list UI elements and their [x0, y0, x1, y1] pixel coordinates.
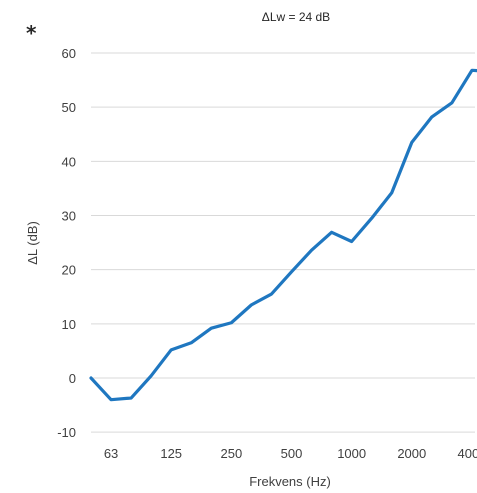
y-tick-label: 40 — [62, 154, 76, 169]
gridlines — [91, 52, 475, 433]
x-tick-label: 1000 — [337, 446, 366, 461]
x-axis-title: Frekvens (Hz) — [249, 474, 331, 489]
y-tick-label: -10 — [57, 425, 76, 440]
y-tick-label: 50 — [62, 100, 76, 115]
series-line — [89, 68, 477, 402]
y-tick-label: 60 — [62, 46, 76, 61]
y-axis-tick-labels: -10 0 10 20 30 40 50 60 — [57, 46, 76, 440]
x-tick-label: 2000 — [397, 446, 426, 461]
x-tick-label: 63 — [104, 446, 118, 461]
y-tick-label: 0 — [69, 371, 76, 386]
x-tick-label: 500 — [281, 446, 303, 461]
y-tick-label: 20 — [62, 263, 76, 278]
y-tick-label: 30 — [62, 209, 76, 224]
y-tick-label: 10 — [62, 317, 76, 332]
x-tick-label: 125 — [160, 446, 182, 461]
chart-title: ΔLw = 24 dB — [262, 10, 330, 24]
x-tick-label: 4000 — [457, 446, 477, 461]
asterisk-marker: * — [26, 21, 37, 45]
y-axis-title: ΔL (dB) — [25, 221, 40, 265]
x-tick-label: 250 — [220, 446, 242, 461]
x-axis-tick-labels: 63 125 250 500 1000 2000 4000 — [104, 446, 477, 461]
